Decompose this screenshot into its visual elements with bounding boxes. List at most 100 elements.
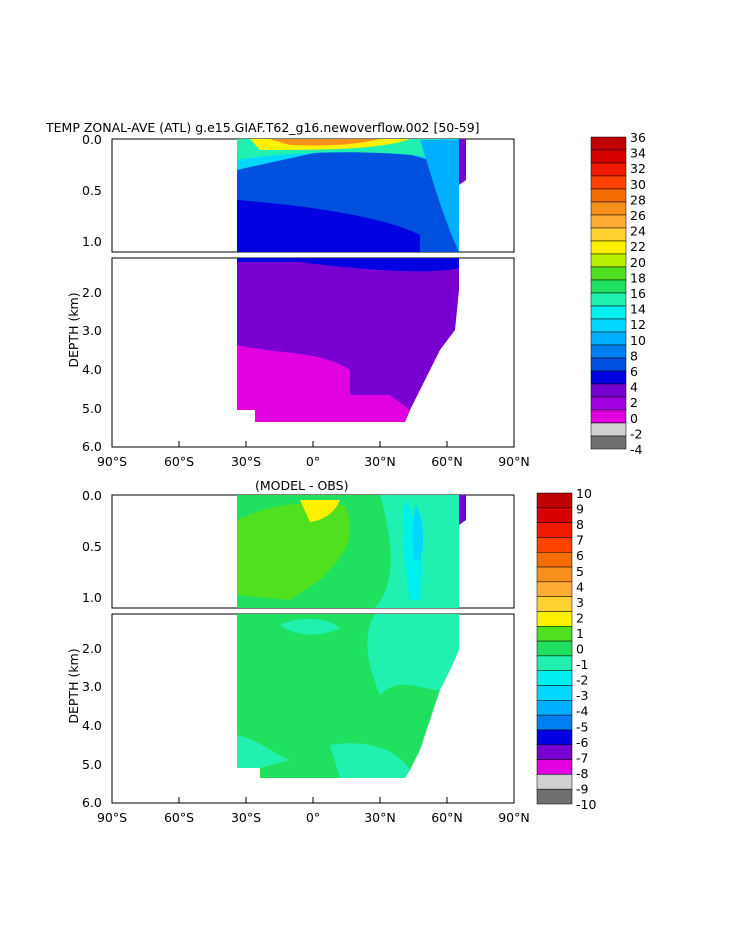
colorbar-label: 7 xyxy=(576,533,584,548)
colorbar-swatch xyxy=(536,581,573,597)
colorbar-swatch xyxy=(590,409,627,424)
colorbar-swatch xyxy=(590,253,627,268)
top-ylabel: DEPTH (km) xyxy=(66,292,81,367)
colorbar-swatch xyxy=(536,685,573,701)
colorbar-label: -6 xyxy=(576,735,589,750)
colorbar-label: 34 xyxy=(630,146,646,161)
axis-ticks xyxy=(111,441,515,803)
colorbar-label: 12 xyxy=(630,317,646,332)
colorbar-label: -7 xyxy=(576,750,588,765)
colorbar-label: -2 xyxy=(576,673,588,688)
colorbar-swatch xyxy=(590,214,627,229)
top-y-axis: 0.0 0.5 1.0 2.0 3.0 4.0 5.0 6.0 DEPTH (k… xyxy=(66,132,102,454)
colorbar-swatch xyxy=(536,640,573,657)
colorbar-swatch xyxy=(536,566,573,583)
colorbar-label: 16 xyxy=(630,286,646,301)
bottom-xtick: 60°S xyxy=(164,810,194,825)
bottom-ylabel: DEPTH (km) xyxy=(66,648,81,723)
top-panel xyxy=(111,138,515,448)
colorbar-swatch xyxy=(590,175,627,190)
colorbar-label: 5 xyxy=(576,564,584,579)
top-xtick: 30°N xyxy=(364,454,396,469)
bottom-ytick: 2.0 xyxy=(82,641,102,656)
top-panel-title: TEMP ZONAL-AVE (ATL) g.e15.GIAF.T62_g16.… xyxy=(45,120,480,135)
colorbar-label: 8 xyxy=(630,348,638,363)
colorbar-label: -2 xyxy=(630,426,642,441)
colorbar-label: 18 xyxy=(630,270,646,285)
top-ytick: 2.0 xyxy=(82,285,102,300)
top-xtick: 60°S xyxy=(164,454,194,469)
top-x-axis: 90°S 60°S 30°S 0° 30°N 60°N 90°N xyxy=(97,454,530,469)
top-xtick: 0° xyxy=(306,454,320,469)
colorbar-label: 8 xyxy=(576,517,584,532)
colorbar-swatch xyxy=(590,435,627,450)
colorbar-swatch xyxy=(590,318,627,333)
bottom-xtick: 0° xyxy=(306,810,320,825)
colorbar-swatch xyxy=(590,149,627,164)
colorbar-label: 14 xyxy=(630,302,646,317)
colorbar-swatch xyxy=(536,655,573,671)
top-ytick: 4.0 xyxy=(82,362,102,377)
colorbar-label: -10 xyxy=(576,797,596,812)
colorbar-label: 3 xyxy=(576,595,584,610)
colorbar-swatch xyxy=(590,292,627,307)
top-xtick: 90°N xyxy=(498,454,530,469)
colorbar-swatch xyxy=(536,596,573,612)
colorbar-label: 28 xyxy=(630,192,646,207)
bottom-ytick: 1.0 xyxy=(82,590,102,605)
colorbar-swatch xyxy=(536,507,573,523)
bottom-xtick: 30°S xyxy=(231,810,261,825)
colorbar-swatch xyxy=(590,357,627,372)
colorbar-swatch xyxy=(590,266,627,281)
colorbar-label: -3 xyxy=(576,688,588,703)
colorbar-swatch xyxy=(590,240,627,255)
top-xtick: 90°S xyxy=(97,454,127,469)
bottom-xtick: 90°S xyxy=(97,810,127,825)
colorbar-swatch xyxy=(536,759,573,775)
colorbar-label: 2 xyxy=(576,610,584,625)
colorbar-label: 36 xyxy=(630,130,646,145)
colorbar-swatch xyxy=(536,700,573,716)
top-ytick: 5.0 xyxy=(82,401,102,416)
colorbar-label: -1 xyxy=(576,657,588,672)
bottom-panel xyxy=(111,494,515,804)
colorbar-label: -4 xyxy=(630,442,643,457)
colorbar-swatch xyxy=(590,136,627,151)
bottom-upper-field xyxy=(237,495,466,608)
colorbar-label: 22 xyxy=(630,239,646,254)
colorbar-swatch xyxy=(536,744,573,760)
colorbar-label: 30 xyxy=(630,177,646,192)
colorbar-label: 6 xyxy=(576,548,584,563)
colorbar-swatch xyxy=(590,370,627,385)
bottom-panel-title: (MODEL - OBS) xyxy=(255,478,348,493)
bottom-xtick: 30°N xyxy=(364,810,396,825)
top-ytick: 0.0 xyxy=(82,132,102,147)
colorbar-label: 9 xyxy=(576,502,584,517)
top-ytick: 3.0 xyxy=(82,323,102,338)
top-lower-field xyxy=(237,258,459,422)
bottom-ytick: 4.0 xyxy=(82,718,102,733)
colorbar-label: 2 xyxy=(630,395,638,410)
colorbar-swatch xyxy=(590,383,627,398)
bottom-xtick: 60°N xyxy=(431,810,463,825)
colorbar-swatch xyxy=(590,344,627,359)
colorbar-swatch xyxy=(536,522,573,538)
colorbar-swatch xyxy=(536,551,573,568)
bottom-ytick: 5.0 xyxy=(82,757,102,772)
colorbar-swatch xyxy=(536,537,573,553)
colorbar-label: 20 xyxy=(630,255,646,270)
colorbar-swatch xyxy=(536,611,573,627)
colorbar-label: 26 xyxy=(630,208,646,223)
colorbar-label: 0 xyxy=(630,411,638,426)
colorbar-label: 10 xyxy=(630,333,646,348)
bottom-lower-field xyxy=(237,614,459,778)
colorbar-swatch xyxy=(590,305,627,320)
colorbar-swatch xyxy=(536,729,573,746)
bottom-ytick: 6.0 xyxy=(82,795,102,810)
top-ytick: 0.5 xyxy=(82,183,102,198)
colorbar-label: -4 xyxy=(576,704,589,719)
colorbar-swatch xyxy=(536,774,573,790)
